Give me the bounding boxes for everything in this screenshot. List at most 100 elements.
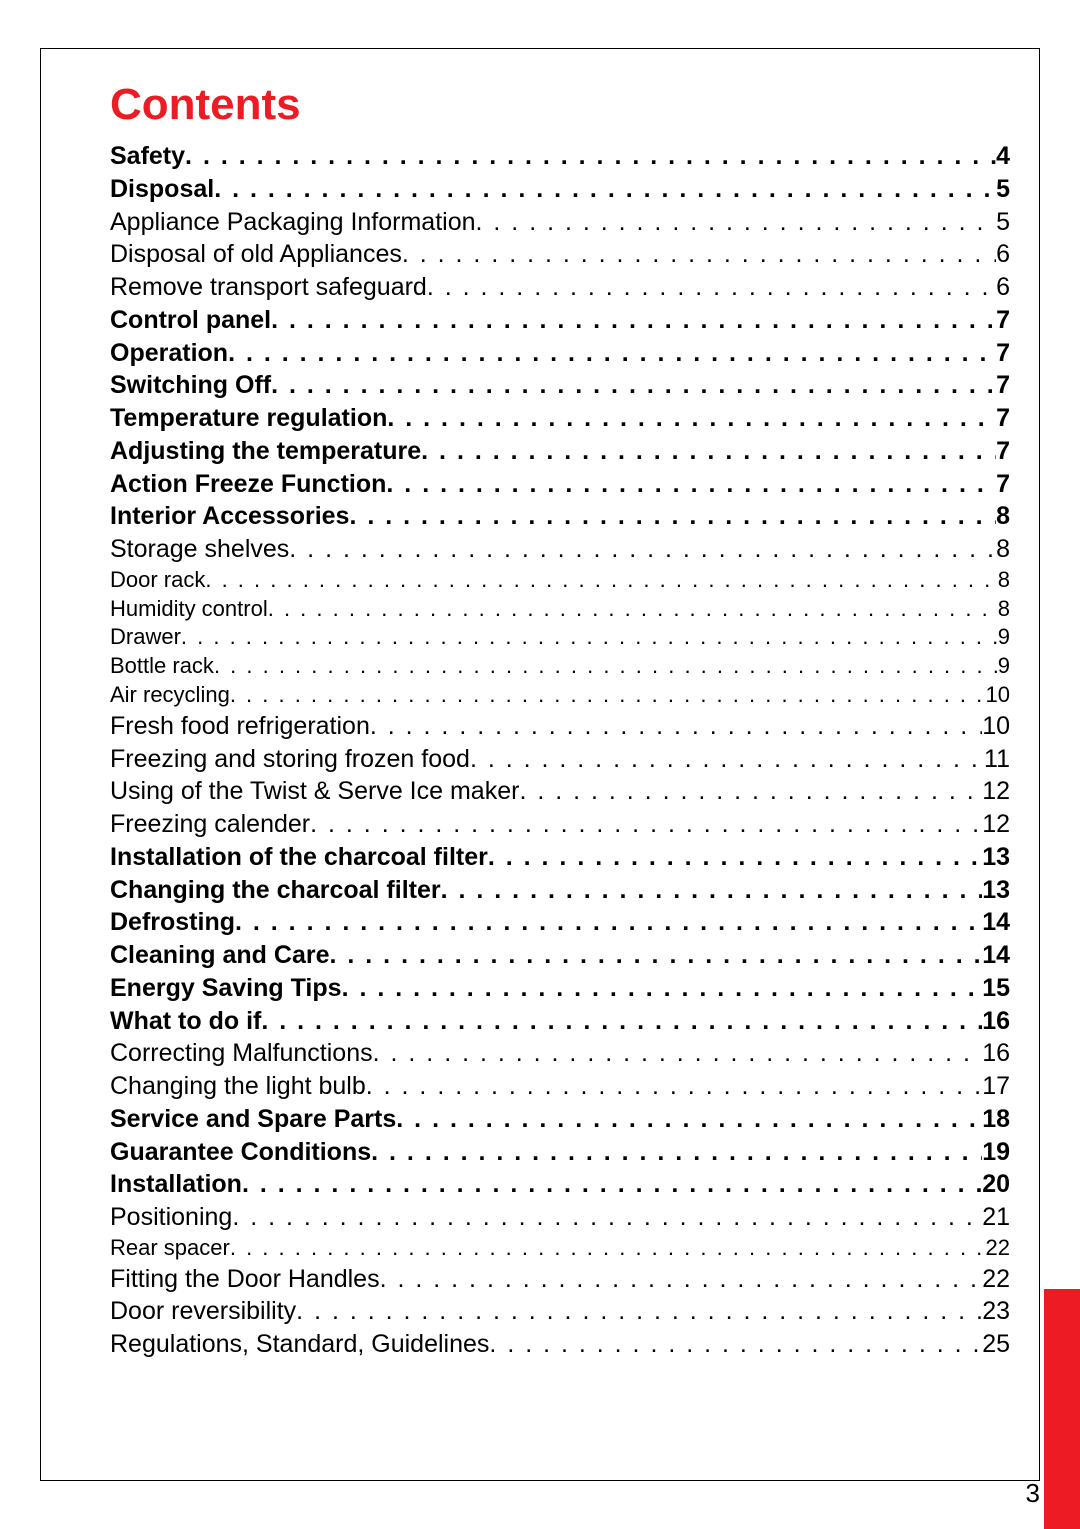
toc-entry-page: 16 [982, 1005, 1010, 1038]
toc-entry-title: Operation [110, 337, 228, 370]
toc-entry-dots [214, 173, 996, 206]
toc-entry: Temperature regulation 7 [110, 402, 1010, 435]
toc-entry-dots [271, 369, 996, 402]
toc-entry-dots [185, 140, 996, 173]
toc-entry: Fresh food refrigeration 10 [110, 710, 1010, 743]
toc-entry-page: 14 [982, 906, 1010, 939]
toc-entry: Freezing calender 12 [110, 808, 1010, 841]
toc-entry-title: What to do if [110, 1005, 261, 1038]
toc-entry-title: Action Freeze Function [110, 468, 386, 501]
toc-entry-dots [476, 206, 997, 239]
toc-entry-dots [214, 652, 998, 681]
toc-entry-dots [261, 1005, 982, 1038]
toc-entry: Using of the Twist & Serve Ice maker12 [110, 775, 1010, 808]
accent-bar [1044, 1289, 1080, 1529]
toc-entry: What to do if 16 [110, 1005, 1010, 1038]
toc-entry-page: 13 [982, 841, 1010, 874]
toc-entry-page: 13 [982, 874, 1010, 907]
toc-entry-title: Regulations, Standard, Guidelines [110, 1328, 489, 1361]
toc-entry-dots [519, 775, 982, 808]
toc-entry-title: Drawer [110, 623, 181, 652]
toc-entry-page: 22 [982, 1263, 1010, 1296]
toc-entry: Control panel 7 [110, 304, 1010, 337]
toc-entry-page: 5 [996, 206, 1010, 239]
toc-entry: Fitting the Door Handles22 [110, 1263, 1010, 1296]
toc-entry-page: 10 [982, 710, 1010, 743]
toc-entry-title: Positioning [110, 1201, 232, 1234]
toc-entry-dots [205, 566, 997, 595]
toc-entry-title: Fresh food refrigeration [110, 710, 370, 743]
toc-entry-page: 12 [982, 808, 1010, 841]
toc-entry-title: Storage shelves [110, 533, 289, 566]
toc-entry: Appliance Packaging Information 5 [110, 206, 1010, 239]
toc-entry-title: Control panel [110, 304, 271, 337]
toc-entry: Drawer9 [110, 623, 1010, 652]
toc-entry-title: Changing the charcoal filter [110, 874, 441, 907]
toc-entry-page: 22 [986, 1234, 1010, 1263]
toc-entry-dots [373, 1037, 983, 1070]
toc-entry-page: 23 [982, 1295, 1010, 1328]
toc-entry-page: 6 [996, 271, 1010, 304]
toc-entry-dots [228, 337, 996, 370]
toc-entry-page: 11 [984, 743, 1010, 776]
toc-entry-page: 20 [982, 1168, 1010, 1201]
toc-entry-dots [488, 841, 982, 874]
toc-entry-page: 9 [998, 652, 1010, 681]
toc-entry: Cleaning and Care14 [110, 939, 1010, 972]
toc-entry-title: Appliance Packaging Information [110, 206, 476, 239]
toc-entry-title: Door rack [110, 566, 205, 595]
toc-entry: Air recycling 10 [110, 681, 1010, 710]
toc-entry: Action Freeze Function7 [110, 468, 1010, 501]
toc-entry-page: 8 [996, 500, 1010, 533]
toc-entry-dots [421, 435, 996, 468]
toc-entry-page: 18 [982, 1103, 1010, 1136]
toc-entry-dots [310, 808, 982, 841]
toc-entry-title: Using of the Twist & Serve Ice maker [110, 775, 519, 808]
toc-entry: Regulations, Standard, Guidelines 25 [110, 1328, 1010, 1361]
toc-entry-page: 8 [996, 533, 1010, 566]
toc-entry: Operation 7 [110, 337, 1010, 370]
toc-entry-page: 7 [996, 304, 1010, 337]
page-number: 3 [1026, 1478, 1040, 1509]
toc-entry-page: 7 [996, 337, 1010, 370]
toc-entry-title: Disposal [110, 173, 214, 206]
toc-entry-dots [386, 468, 996, 501]
toc-entry-dots [289, 533, 996, 566]
toc-entry: Defrosting14 [110, 906, 1010, 939]
toc-entry: Interior Accessories8 [110, 500, 1010, 533]
toc-entry-dots [268, 595, 998, 624]
toc-entry-page: 4 [996, 140, 1010, 173]
toc-entry: Correcting Malfunctions16 [110, 1037, 1010, 1070]
toc-entry-dots [181, 623, 998, 652]
toc-entry-title: Installation [110, 1168, 242, 1201]
toc-entry-dots [271, 304, 996, 337]
toc-entry-title: Installation of the charcoal filter [110, 841, 488, 874]
toc-entry-dots [366, 1070, 982, 1103]
toc-entry: Positioning21 [110, 1201, 1010, 1234]
toc-entry-page: 10 [986, 681, 1010, 710]
toc-entry-page: 7 [996, 402, 1010, 435]
toc-entry-dots [371, 1136, 982, 1169]
toc-entry: Installation of the charcoal filter 13 [110, 841, 1010, 874]
toc-entry: Rear spacer22 [110, 1234, 1010, 1263]
toc-entry-title: Bottle rack [110, 652, 214, 681]
toc-entry: Humidity control8 [110, 595, 1010, 624]
toc-entry-dots [330, 939, 983, 972]
toc-entry-dots [380, 1263, 983, 1296]
toc-entry-title: Air recycling [110, 681, 230, 710]
toc-entry-page: 14 [982, 939, 1010, 972]
toc-entry-title: Temperature regulation [110, 402, 387, 435]
toc-entry: Door reversibility23 [110, 1295, 1010, 1328]
toc-entry-dots [489, 1328, 982, 1361]
toc-entry: Storage shelves 8 [110, 533, 1010, 566]
toc-entry-title: Freezing calender [110, 808, 310, 841]
toc-entry-dots [242, 1168, 982, 1201]
toc-entry-dots [342, 972, 983, 1005]
toc-entry-dots [235, 906, 982, 939]
toc-entry: Freezing and storing frozen food 11 [110, 743, 1010, 776]
toc-entry-title: Freezing and storing frozen food [110, 743, 470, 776]
toc-entry-page: 25 [982, 1328, 1010, 1361]
toc-entry: Door rack 8 [110, 566, 1010, 595]
page-title: Contents [110, 80, 1010, 130]
toc-entry-page: 8 [998, 566, 1010, 595]
